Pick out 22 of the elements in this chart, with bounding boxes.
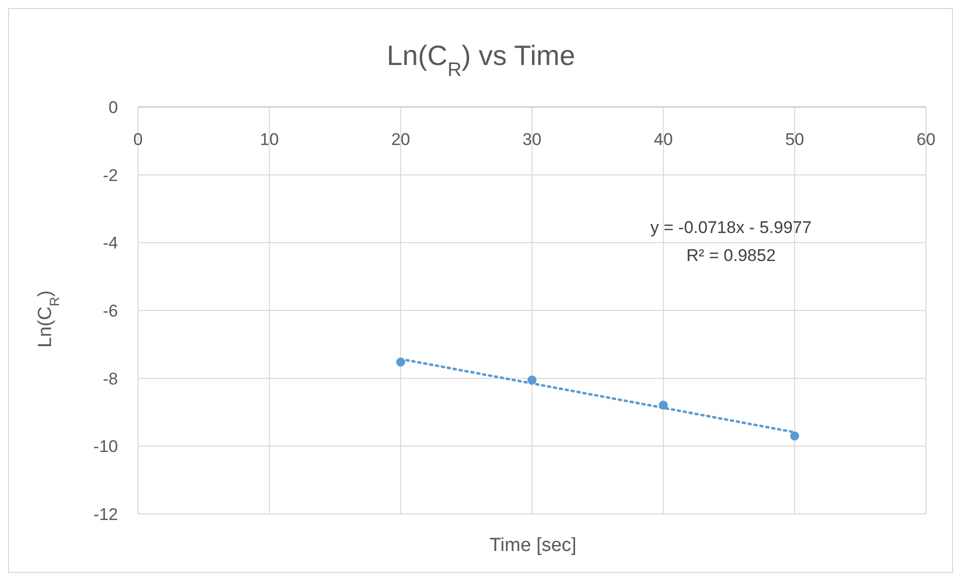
x-tick-label: 60 — [916, 130, 936, 149]
y-tick-label: -12 — [93, 505, 118, 524]
y-tick-label: 0 — [108, 98, 118, 118]
x-tick-label: 10 — [260, 130, 279, 149]
point — [396, 358, 406, 367]
point — [527, 376, 537, 385]
chart-title: Ln(C$_{R}$) vs Time — [386, 40, 576, 81]
x-tick-label: 40 — [654, 130, 673, 149]
x-tick-label: 30 — [522, 130, 542, 149]
x-tick-label: 50 — [785, 130, 804, 149]
annotation: y = -0.0718x - 5.9977 — [650, 218, 812, 237]
point — [658, 400, 668, 410]
y-tick-label: -6 — [102, 302, 118, 321]
x-tick-label: 20 — [391, 130, 410, 149]
y-tick-label: -2 — [102, 166, 118, 185]
y-tick-label: -8 — [102, 369, 118, 388]
annotation: R² = 0.9852 — [686, 246, 776, 265]
point — [790, 431, 800, 440]
y-tick-label: -4 — [102, 234, 118, 253]
x-axis-title: Time [sec] — [490, 535, 576, 556]
x-tick-label: 0 — [133, 130, 143, 149]
y-tick-label: -10 — [93, 437, 118, 456]
